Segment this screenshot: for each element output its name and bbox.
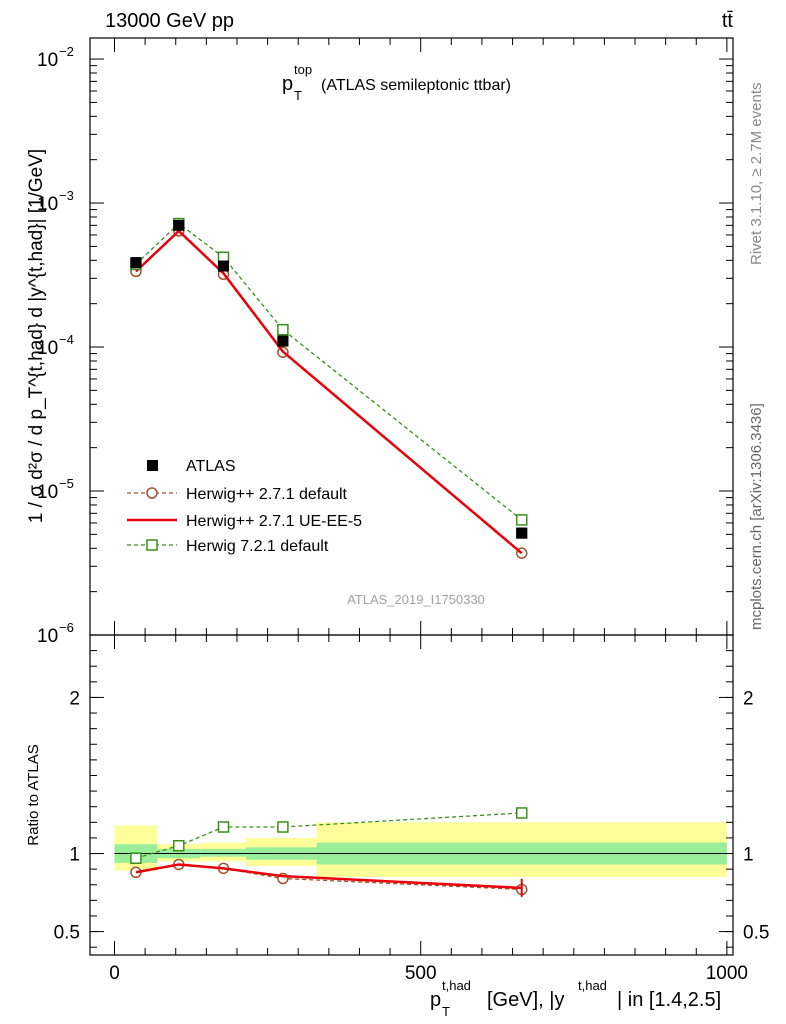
atlas-data-point (217, 260, 229, 272)
plot-title-main: p (282, 73, 293, 95)
x-axis-label: p t,had T [GeV], |y t,had | in [1.4,2.5] (430, 978, 721, 1019)
ratio-series-layer (130, 807, 528, 897)
main-y-tick-label: 10 (37, 482, 58, 503)
ratio-x-tick-label: 0 (109, 963, 120, 984)
ratio-y-tick-label-left: 2 (69, 688, 80, 709)
herwig7-default-line (135, 222, 523, 521)
ratio-x-tick-label: 1000 (706, 963, 748, 984)
ratio-series-2 (130, 807, 528, 864)
herwigpp-ueee5-line (135, 229, 523, 555)
plot-title: p top T (ATLAS semileptonic ttbar) (282, 62, 511, 103)
legend: ATLAS Herwig++ 2.7.1 default Herwig++ 2.… (127, 458, 362, 555)
main-y-tick-label: 10 (37, 194, 58, 215)
atlas-data-point (130, 257, 142, 269)
plot-title-text: (ATLAS semileptonic ttbar) (321, 77, 511, 94)
main-y-tick-label: 10 (37, 50, 58, 71)
main-y-tick-exponent: −2 (59, 44, 74, 59)
x-axis-label-superscript-2: t,had (578, 978, 607, 993)
plot-title-superscript: top (294, 62, 312, 77)
legend-marker-herwig7-default (146, 539, 158, 551)
legend-label-herwigpp-default: Herwig++ 2.7.1 default (186, 486, 348, 503)
ratio-y-tick-label-left: 0.5 (54, 923, 80, 944)
legend-label-herwig7-default: Herwig 7.2.1 default (186, 538, 329, 555)
main-y-tick-exponent: −6 (59, 620, 74, 635)
ratio-band-stat (200, 848, 247, 857)
atlas-overlay (130, 219, 528, 539)
x-axis-label-superscript: t,had (442, 978, 471, 993)
legend-entry-herwig7-default: Herwig 7.2.1 default (127, 538, 329, 555)
ratio-herwig7-default-point (277, 821, 289, 833)
atlas-data-point (277, 335, 289, 347)
header-process-label: tt̄ (722, 10, 734, 32)
x-axis-label-text: [GeV], |y (487, 989, 564, 1011)
x-axis-label-subscript: T (442, 1004, 450, 1019)
legend-label-atlas: ATLAS (186, 458, 236, 475)
ratio-herwigpp-ueee5-line (135, 863, 522, 890)
ratio-herwig7-default-point (515, 807, 528, 819)
main-series-2 (135, 229, 523, 555)
ratio-y-tick-label-right: 1 (743, 845, 754, 866)
main-y-tick-exponent: −5 (59, 476, 74, 491)
main-y-tick-exponent: −3 (59, 188, 74, 203)
main-y-tick-label: 10 (37, 626, 58, 647)
mcplots-label: mcplots.cern.ch [arXiv:1306.3436] (748, 403, 765, 630)
x-axis-label-main: p (430, 989, 441, 1011)
ratio-uncertainty-bands (114, 822, 727, 877)
main-axis-ticks: 10−610−510−410−310−2 (37, 38, 733, 647)
header-energy-label: 13000 GeV pp (105, 10, 234, 32)
legend-entry-herwigpp-ueee5: Herwig++ 2.7.1 UE-EE-5 (127, 513, 362, 530)
analysis-watermark: ATLAS_2019_I1750330 (347, 592, 485, 607)
main-plot-panel: 10−610−510−410−310−2 p top T (ATLAS semi… (26, 37, 734, 647)
herwig7-default-point (277, 323, 289, 336)
ratio-herwig7-default-point (173, 839, 185, 852)
ratio-plot-panel: 0.5 0.5 1 1 2 2 0 500 1000 Ratio to ATLAS p t,ha… (25, 634, 769, 1019)
main-series-3 (130, 217, 528, 526)
ratio-axis-ticks: 0.5 0.5 1 1 2 2 0 500 1000 (54, 635, 769, 984)
ratio-y-tick-label-right: 0.5 (743, 923, 769, 944)
atlas-data-point (173, 219, 185, 231)
herwig7-default-point (515, 514, 528, 526)
x-axis-label-end: | in [1.4,2.5] (617, 989, 721, 1011)
legend-entry-atlas: ATLAS (147, 458, 236, 475)
legend-marker-atlas (147, 460, 158, 471)
legend-entry-herwigpp-default: Herwig++ 2.7.1 default (127, 486, 348, 503)
ratio-y-tick-label-left: 1 (69, 845, 80, 866)
ratio-x-tick-label: 500 (405, 963, 437, 984)
rivet-version-label: Rivet 3.1.10, ≥ 2.7M events (748, 83, 765, 266)
legend-marker-herwigpp-default (146, 487, 158, 499)
plot-title-subscript: T (294, 88, 302, 103)
ratio-herwig7-default-point (130, 852, 142, 864)
ratio-herwig7-default-point (217, 821, 230, 833)
main-series-layer (130, 217, 528, 559)
ratio-y-axis-label: Ratio to ATLAS (25, 744, 42, 845)
atlas-data-point (516, 527, 528, 539)
main-y-tick-label: 10 (37, 338, 58, 359)
ratio-series-1 (135, 863, 523, 897)
ratio-y-tick-label-right: 2 (743, 688, 754, 709)
ratio-plot-frame (89, 634, 734, 956)
main-y-axis-label: 1 / σ d²σ / d p_T^{t,had} d |y^{t,had}| … (26, 149, 47, 523)
main-y-tick-exponent: −4 (59, 332, 74, 347)
legend-label-herwigpp-ueee5: Herwig++ 2.7.1 UE-EE-5 (186, 513, 362, 530)
